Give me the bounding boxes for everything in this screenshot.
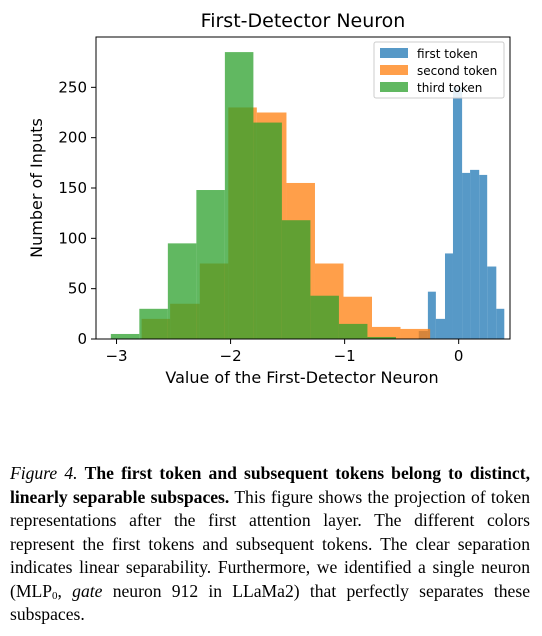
y-tick-label: 50	[68, 280, 87, 298]
caption-subscript: 0	[52, 589, 58, 602]
bar-first-token-9	[496, 308, 505, 339]
caption-italic-gate: gate	[72, 580, 103, 601]
histogram-chart: First-Detector Neuron −3 −2 −1 0 0 50 100 150 2…	[27, 10, 511, 387]
bar-third-token-8	[338, 323, 368, 339]
bar-third-token-0	[110, 333, 140, 339]
legend-swatch-second-token	[380, 65, 408, 75]
bar-second-token-9	[400, 328, 431, 339]
y-tick-label: 150	[58, 179, 87, 197]
bar-third-token-1	[139, 308, 168, 339]
legend-swatch-third-token	[380, 82, 408, 92]
bar-first-token-4	[452, 87, 463, 339]
legend: first token second token third token	[373, 41, 505, 99]
bar-first-token-2	[435, 318, 445, 339]
y-tick-label: 0	[77, 330, 87, 348]
bar-first-token-8	[487, 266, 497, 339]
y-tick-label: 200	[58, 129, 87, 147]
bar-first-token-3	[444, 253, 453, 339]
chart-title: First-Detector Neuron	[201, 10, 406, 32]
caption-label: Figure 4.	[10, 463, 78, 483]
figure-caption: Figure 4. The first token and subsequent…	[10, 462, 530, 627]
x-axis-label: Value of the First-Detector Neuron	[165, 368, 438, 387]
bar-first-token-5	[462, 172, 471, 339]
caption-text-part1: This figure shows the projection of toke…	[10, 486, 530, 601]
bar-first-token-1	[427, 291, 436, 339]
x-tick-label: −2	[220, 347, 242, 365]
y-tick-label: 250	[58, 78, 87, 96]
bar-third-token-4	[224, 52, 254, 339]
caption-text-part3: neuron 912 in LLaMa2) that perfectly sep…	[10, 580, 531, 625]
histogram-figure: First-Detector Neuron −3 −2 −1 0 0 50 100 150 2…	[27, 10, 511, 387]
bar-first-token-6	[470, 169, 480, 339]
bar-first-token-7	[479, 174, 488, 339]
bar-third-token-6	[281, 220, 311, 339]
bar-third-token-5	[253, 122, 282, 339]
legend-swatch-first-token	[380, 48, 408, 58]
y-axis-label: Number of Inputs	[27, 118, 46, 258]
bar-third-token-9	[367, 336, 396, 339]
caption-text-part2: ,	[57, 580, 62, 601]
caption-bold-lead: The first token and subsequent tokens be…	[10, 463, 531, 507]
bar-third-token-7	[310, 295, 339, 339]
x-tick-label: −3	[105, 347, 127, 365]
x-tick-label: 0	[454, 347, 464, 365]
bar-third-token-3	[196, 190, 225, 339]
bar-second-token-8	[372, 326, 401, 339]
x-tick-label: −1	[334, 347, 356, 365]
y-tick-label: 100	[58, 229, 87, 247]
legend-label-second-token: second token	[417, 64, 497, 78]
legend-label-first-token: first token	[417, 47, 478, 61]
legend-label-third-token: third token	[417, 81, 482, 95]
bar-third-token-2	[167, 243, 197, 339]
